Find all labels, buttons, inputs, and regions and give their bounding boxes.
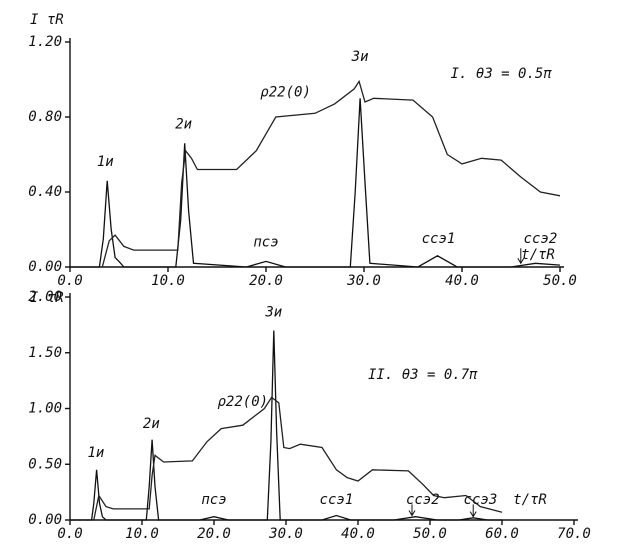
x-tick-label: 50.0 [413, 526, 447, 542]
y-tick-label: 1.20 [28, 34, 62, 50]
series-line [93, 396, 503, 521]
annotation: 3и [351, 49, 369, 65]
annotation: 2и [175, 117, 192, 133]
annotation: 1и [87, 445, 104, 461]
y-tick-label: 1.00 [28, 401, 62, 417]
annotation: II. θ3 = 0.7π [368, 367, 478, 383]
x-axis-label: t/τR [521, 247, 555, 263]
y-tick-label: 0.00 [28, 512, 62, 528]
x-tick-label: 20.0 [197, 526, 231, 542]
y-axis-label: I τR [30, 290, 64, 306]
arrow-head [517, 257, 525, 265]
x-tick-label: 20.0 [249, 273, 283, 289]
y-tick-label: 0.00 [28, 259, 62, 275]
annotation: пcэ [201, 492, 226, 508]
x-tick-label: 40.0 [445, 273, 479, 289]
y-tick-label: 1.50 [28, 345, 62, 361]
y-axis-label: I τR [30, 12, 64, 28]
x-tick-label: 0.0 [57, 526, 82, 542]
annotation: ccэ2 [524, 231, 558, 247]
x-tick-label: 70.0 [557, 526, 591, 542]
series-line [101, 79, 561, 268]
series-label: ρ22(0) [260, 85, 311, 101]
x-tick-label: 40.0 [341, 526, 375, 542]
annotation: ccэ1 [320, 492, 354, 508]
x-tick-label: 30.0 [268, 526, 303, 542]
x-tick-label: 10.0 [151, 273, 185, 289]
annotation: ccэ1 [422, 231, 456, 247]
x-axis-label: t/τR [513, 492, 547, 508]
annotation: 2и [143, 416, 160, 432]
series-line [70, 330, 502, 521]
series-line [70, 98, 561, 268]
x-tick-label: 30.0 [346, 273, 381, 289]
annotation: 3и [264, 305, 282, 321]
y-tick-label: 2.00 [28, 289, 62, 305]
x-tick-label: 10.0 [125, 526, 159, 542]
y-tick-label: 0.80 [28, 109, 62, 125]
annotation: I. θ3 = 0.5π [451, 66, 553, 82]
x-tick-label: 0.0 [57, 273, 82, 289]
annotation: ccэ3 [464, 492, 498, 508]
y-tick-label: 0.40 [28, 184, 62, 200]
annotation: пcэ [253, 235, 278, 251]
x-tick-label: 50.0 [543, 273, 577, 289]
x-tick-label: 60.0 [485, 526, 519, 542]
y-tick-label: 0.50 [28, 456, 62, 472]
annotation: 1и [97, 154, 114, 170]
arrow-head [469, 511, 477, 518]
arrow-head [408, 510, 416, 517]
series-label: ρ22(0) [218, 394, 269, 410]
annotation: ccэ2 [406, 492, 440, 508]
